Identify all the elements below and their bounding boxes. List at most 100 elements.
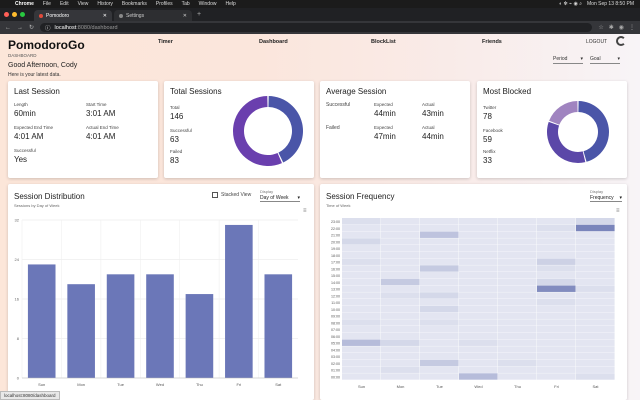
heatmap-cell[interactable] (537, 353, 576, 360)
heatmap-cell[interactable] (498, 218, 537, 225)
menu-profiles[interactable]: Profiles (155, 1, 173, 7)
heatmap-cell[interactable] (576, 238, 615, 245)
heatmap-cell[interactable] (459, 326, 498, 333)
heatmap-cell[interactable] (537, 272, 576, 279)
more-menu-icon[interactable]: ⋮ (629, 25, 635, 31)
bookmark-star-icon[interactable]: ☆ (598, 25, 604, 31)
heatmap-cell[interactable] (537, 299, 576, 306)
heatmap-cell[interactable] (420, 299, 459, 306)
heatmap-cell[interactable] (381, 292, 420, 299)
heatmap-cell[interactable] (342, 312, 381, 319)
heatmap-cell[interactable] (498, 305, 537, 313)
heatmap-cell[interactable] (342, 319, 381, 326)
heatmap-cell[interactable] (459, 346, 498, 353)
menu-clock[interactable]: Mon Sep 13 8:50 PM (587, 1, 634, 7)
app-logo[interactable]: PomodoroGo (8, 38, 85, 52)
heatmap-cell[interactable] (342, 258, 381, 265)
heatmap-cell[interactable] (420, 245, 459, 252)
heatmap-cell[interactable] (576, 299, 615, 306)
heatmap-cell[interactable] (459, 373, 498, 380)
heatmap-cell[interactable] (576, 312, 615, 319)
heatmap-cell[interactable] (342, 346, 381, 353)
heatmap-cell[interactable] (459, 265, 498, 272)
heatmap-cell[interactable] (459, 305, 498, 313)
menu-bookmarks[interactable]: Bookmarks (121, 1, 147, 7)
heatmap-cell[interactable] (420, 231, 459, 238)
back-icon[interactable]: ← (5, 24, 11, 31)
info-icon[interactable]: ⓘ (45, 25, 51, 32)
heatmap-cell[interactable] (459, 224, 498, 232)
heatmap-cell[interactable] (576, 353, 615, 360)
heatmap-cell[interactable] (342, 305, 381, 313)
display-select[interactable]: Day of Week ▾ (260, 195, 300, 202)
heatmap-cell[interactable] (498, 285, 537, 292)
heatmap-cell[interactable] (381, 326, 420, 333)
heatmap-cell[interactable] (342, 359, 381, 367)
heatmap-cell[interactable] (459, 332, 498, 340)
heatmap-cell[interactable] (537, 366, 576, 373)
heatmap-cell[interactable] (459, 292, 498, 299)
menu-tab[interactable]: Tab (181, 1, 190, 7)
heatmap-cell[interactable] (342, 353, 381, 360)
heatmap-cell[interactable] (342, 265, 381, 272)
heatmap-cell[interactable] (381, 245, 420, 252)
heatmap-cell[interactable] (498, 272, 537, 279)
heatmap-cell[interactable] (342, 245, 381, 252)
heatmap-cell[interactable] (459, 299, 498, 306)
heatmap-cell[interactable] (459, 312, 498, 319)
heatmap-cell[interactable] (576, 366, 615, 373)
menu-edit[interactable]: Edit (59, 1, 69, 7)
heatmap-cell[interactable] (576, 265, 615, 272)
address-bar[interactable]: ⓘ localhost:8080/dashboard (40, 23, 593, 32)
heatmap-cell[interactable] (498, 346, 537, 353)
heatmap-cell[interactable] (420, 359, 459, 367)
heatmap-cell[interactable] (459, 319, 498, 326)
heatmap-cell[interactable] (381, 265, 420, 272)
heatmap-cell[interactable] (381, 332, 420, 340)
heatmap-cell[interactable] (342, 231, 381, 238)
stacked-view-checkbox[interactable] (212, 192, 218, 198)
reload-icon[interactable]: ↻ (29, 25, 35, 31)
heatmap-cell[interactable] (459, 366, 498, 373)
heatmap-cell[interactable] (381, 272, 420, 279)
nav-blocklist[interactable]: BlockList (371, 39, 396, 45)
heatmap-cell[interactable] (498, 292, 537, 299)
heatmap-cell[interactable] (576, 251, 615, 259)
heatmap-cell[interactable] (576, 285, 615, 292)
nav-friends[interactable]: Friends (482, 39, 502, 45)
heatmap-cell[interactable] (342, 366, 381, 373)
tab-settings[interactable]: Settings ✕ (114, 10, 192, 21)
heatmap-cell[interactable] (381, 366, 420, 373)
heatmap-cell[interactable] (420, 339, 459, 346)
chart-menu-icon[interactable]: ≡ (616, 208, 620, 214)
display-select[interactable]: Frequency ▾ (590, 195, 622, 202)
heatmap-cell[interactable] (381, 346, 420, 353)
heatmap-cell[interactable] (459, 353, 498, 360)
heatmap-cell[interactable] (576, 332, 615, 340)
heatmap-cell[interactable] (537, 258, 576, 265)
heatmap-cell[interactable] (498, 373, 537, 380)
app-menu-name[interactable]: Chrome (15, 1, 34, 7)
period-select[interactable]: Period ▾ (553, 56, 583, 64)
heatmap-cell[interactable] (537, 238, 576, 245)
heatmap-cell[interactable] (420, 353, 459, 360)
heatmap-cell[interactable] (420, 258, 459, 265)
heatmap-cell[interactable] (537, 245, 576, 252)
tab-pomodoro[interactable]: Pomodoro ✕ (34, 10, 112, 21)
heatmap-cell[interactable] (459, 272, 498, 279)
heatmap-cell[interactable] (459, 258, 498, 265)
heatmap-cell[interactable] (381, 373, 420, 380)
heatmap-cell[interactable] (537, 326, 576, 333)
heatmap-cell[interactable] (381, 319, 420, 326)
heatmap-cell[interactable] (342, 332, 381, 340)
heatmap-cell[interactable] (576, 292, 615, 299)
heatmap-cell[interactable] (537, 218, 576, 225)
heatmap-cell[interactable] (537, 224, 576, 232)
heatmap-cell[interactable] (420, 305, 459, 313)
heatmap-cell[interactable] (498, 326, 537, 333)
heatmap-cell[interactable] (420, 238, 459, 245)
heatmap-cell[interactable] (537, 292, 576, 299)
heatmap-cell[interactable] (537, 278, 576, 286)
nav-dashboard[interactable]: Dashboard (259, 39, 288, 45)
heatmap-cell[interactable] (576, 339, 615, 346)
